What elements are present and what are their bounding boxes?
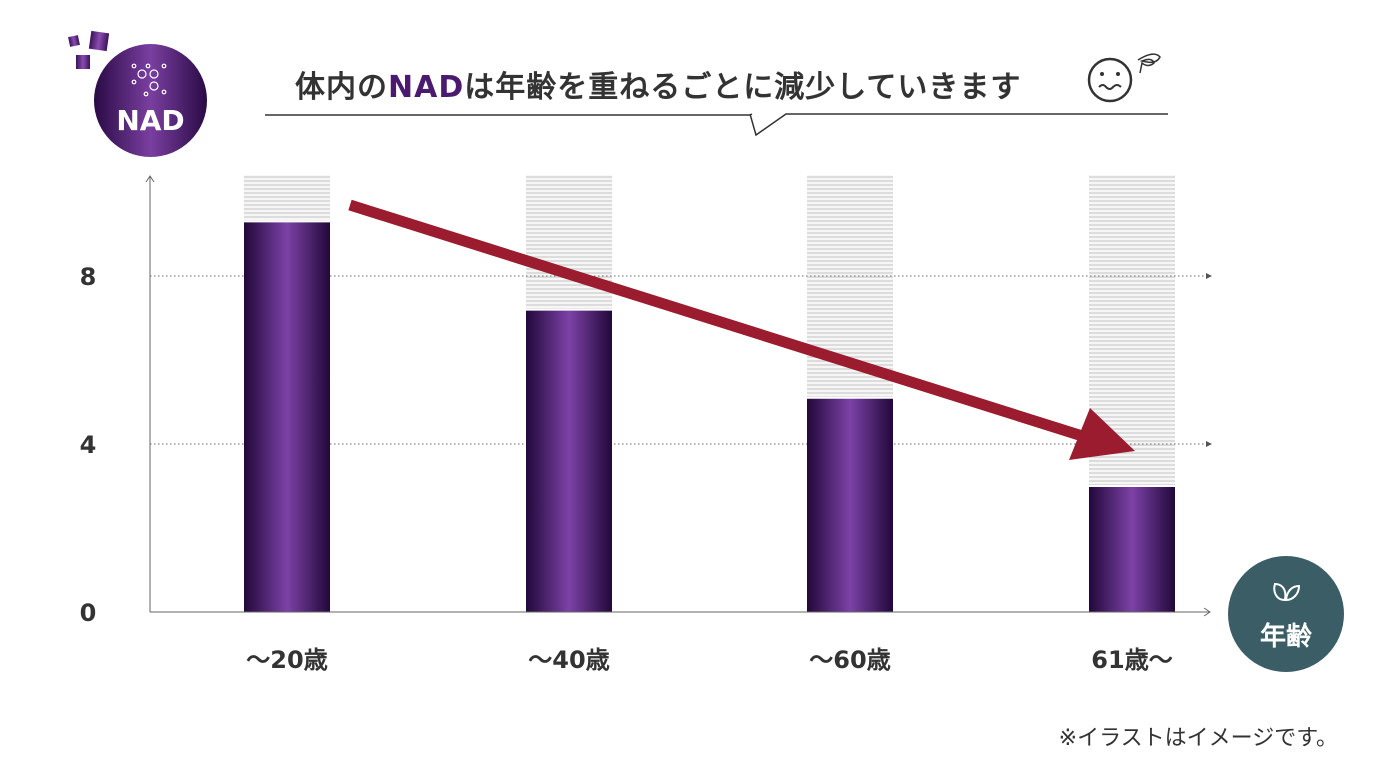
y-tick-label: 8 bbox=[80, 263, 97, 291]
title-post: は年齢を重ねるごとに減少していきます bbox=[464, 70, 1022, 105]
decor-square bbox=[76, 55, 90, 69]
leaf-icon bbox=[1273, 582, 1301, 602]
nad-badge-label: NAD bbox=[116, 104, 185, 137]
age-badge-label: 年齢 bbox=[1259, 622, 1312, 652]
x-tick-label: 〜20歳 bbox=[246, 646, 327, 674]
y-tick-label: 0 bbox=[80, 599, 97, 627]
bar bbox=[807, 397, 893, 612]
x-tick-label: 〜60歳 bbox=[809, 646, 890, 674]
chart-title: 体内のNADは年齢を重ねるごとに減少していきます bbox=[295, 62, 1021, 106]
bar bbox=[526, 309, 612, 612]
y-axis-arrow-icon bbox=[145, 175, 155, 183]
title-highlight: NAD bbox=[388, 70, 465, 105]
title-underline bbox=[265, 113, 1168, 137]
decor-square bbox=[88, 30, 110, 52]
age-axis-badge: 年齢 bbox=[1228, 556, 1344, 672]
worried-face-icon bbox=[1087, 53, 1161, 103]
bar bbox=[1089, 486, 1175, 612]
trend-arrow bbox=[348, 199, 1097, 446]
x-axis-arrow-icon bbox=[1203, 607, 1211, 617]
trend-arrowhead-icon bbox=[1069, 408, 1135, 460]
y-tick-label: 4 bbox=[80, 431, 97, 459]
nad-badge: NAD bbox=[94, 44, 207, 157]
x-tick-label: 61歳〜 bbox=[1091, 646, 1172, 674]
illustration-note: ※イラストはイメージです。 bbox=[1058, 726, 1338, 751]
title-pre: 体内の bbox=[295, 70, 388, 105]
gridline-arrow-icon bbox=[1206, 273, 1212, 279]
gridline-arrow-icon bbox=[1206, 441, 1212, 447]
x-tick-label: 〜40歳 bbox=[528, 646, 609, 674]
decor-square bbox=[68, 35, 80, 47]
molecule-icon bbox=[131, 63, 167, 97]
bar bbox=[244, 221, 330, 612]
